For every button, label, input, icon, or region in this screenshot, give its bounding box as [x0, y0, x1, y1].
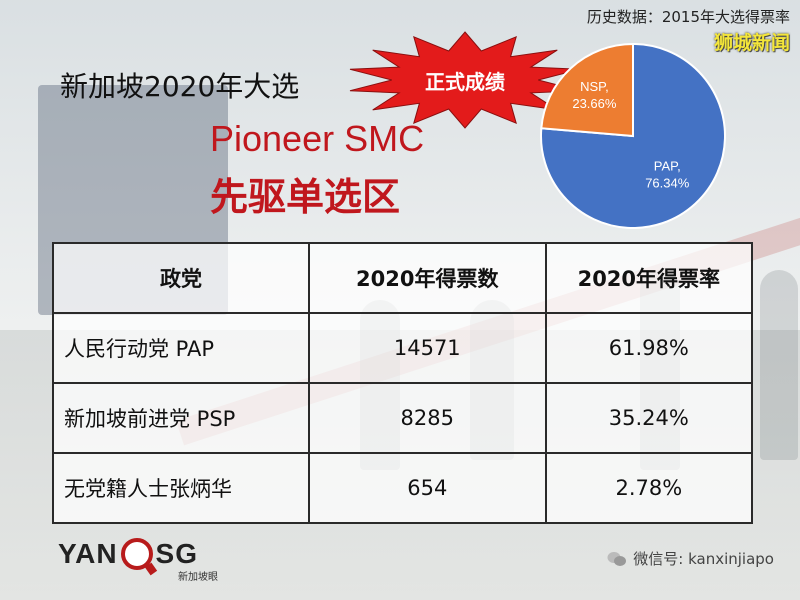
- constituency-name-zh: 先驱单选区: [210, 175, 401, 219]
- column-header-party: 政党: [52, 242, 310, 314]
- background-person: [760, 270, 798, 460]
- share-cell: 2.78%: [544, 452, 754, 524]
- yansg-logo: YAN SG 新加坡眼: [58, 538, 218, 583]
- table-row: 新加坡前进党 PSP 8285 35.24%: [52, 382, 754, 454]
- party-cell: 人民行动党 PAP: [52, 312, 310, 384]
- brand-watermark: 狮城新闻: [713, 32, 790, 54]
- burst-shape: [349, 31, 581, 129]
- results-table: 政党 2020年得票数 2020年得票率 人民行动党 PAP 14571 61.…: [52, 242, 754, 524]
- party-cell: 无党籍人士张炳华: [52, 452, 310, 524]
- votes-cell: 14571: [307, 312, 547, 384]
- table-row: 无党籍人士张炳华 654 2.78%: [52, 452, 754, 524]
- votes-cell: 654: [307, 452, 547, 524]
- share-cell: 35.24%: [544, 382, 754, 454]
- magnifier-icon: [120, 538, 153, 570]
- logo-subtitle: 新加坡眼: [178, 572, 218, 583]
- logo-text-right: SG: [155, 538, 199, 569]
- share-cell: 61.98%: [544, 312, 754, 384]
- wechat-text: 微信号: kanxinjiapo: [633, 550, 774, 568]
- table-row: 人民行动党 PAP 14571 61.98%: [52, 312, 754, 384]
- official-result-label: 正式成绩: [425, 69, 505, 94]
- wechat-id: 微信号: kanxinjiapo: [607, 548, 774, 569]
- logo-text-left: YAN: [58, 538, 118, 569]
- wechat-icon: [607, 551, 627, 566]
- constituency-name-en: Pioneer SMC: [210, 118, 425, 159]
- votes-cell: 8285: [307, 382, 547, 454]
- party-cell: 新加坡前进党 PSP: [52, 382, 310, 454]
- column-header-votes: 2020年得票数: [307, 242, 547, 314]
- column-header-share: 2020年得票率: [544, 242, 754, 314]
- history-note: 历史数据：2015年大选得票率: [586, 8, 790, 26]
- page-title: 新加坡2020年大选: [60, 70, 300, 103]
- table-header-row: 政党 2020年得票数 2020年得票率: [52, 242, 754, 314]
